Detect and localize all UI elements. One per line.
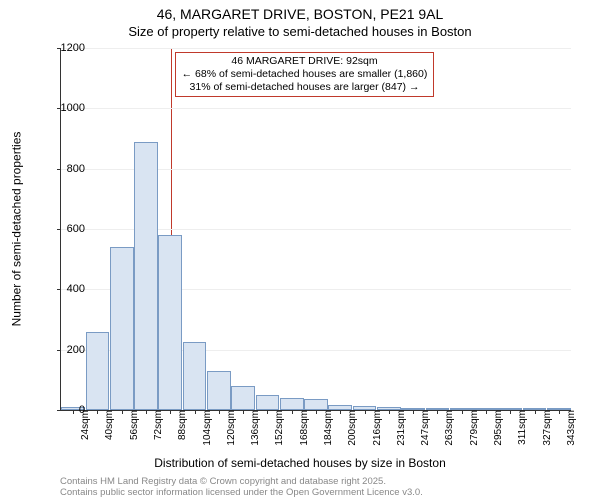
plot-area: 46 MARGARET DRIVE: 92sqm ← 68% of semi-d… xyxy=(60,48,571,411)
xtick-mark xyxy=(170,410,171,414)
xtick-label: 216sqm xyxy=(368,410,383,446)
histogram-bar xyxy=(86,332,110,410)
xtick-label: 311sqm xyxy=(513,410,528,445)
histogram-bar xyxy=(280,398,304,410)
footer-line2: Contains public sector information licen… xyxy=(60,487,423,498)
xtick-mark xyxy=(486,410,487,414)
gridline xyxy=(61,48,571,49)
footer-line1: Contains HM Land Registry data © Crown c… xyxy=(60,476,423,487)
footer-attribution: Contains HM Land Registry data © Crown c… xyxy=(60,476,423,499)
xtick-label: 88sqm xyxy=(173,410,188,440)
x-axis-label: Distribution of semi-detached houses by … xyxy=(0,456,600,470)
ytick-label: 1000 xyxy=(45,102,85,114)
annotation-line3: 31% of semi-detached houses are larger (… xyxy=(182,81,428,94)
xtick-mark xyxy=(292,410,293,414)
xtick-label: 247sqm xyxy=(416,410,431,446)
histogram-bar xyxy=(134,142,158,410)
xtick-mark xyxy=(243,410,244,414)
xtick-mark xyxy=(146,410,147,414)
xtick-label: 136sqm xyxy=(246,410,261,446)
y-axis-label: Number of semi-detached properties xyxy=(8,48,24,410)
chart-container: 46, MARGARET DRIVE, BOSTON, PE21 9AL Siz… xyxy=(0,0,600,500)
ytick-label: 1200 xyxy=(45,42,85,54)
xtick-mark xyxy=(413,410,414,414)
xtick-label: 200sqm xyxy=(343,410,358,446)
histogram-bar xyxy=(207,371,231,410)
ytick-label: 600 xyxy=(45,223,85,235)
histogram-bar xyxy=(231,386,255,410)
xtick-mark xyxy=(219,410,220,414)
xtick-mark xyxy=(462,410,463,414)
ytick-label: 800 xyxy=(45,163,85,175)
xtick-label: 56sqm xyxy=(125,410,140,440)
xtick-label: 104sqm xyxy=(198,410,213,446)
annotation-box: 46 MARGARET DRIVE: 92sqm ← 68% of semi-d… xyxy=(175,52,435,97)
chart-title-line2: Size of property relative to semi-detach… xyxy=(0,22,600,39)
ytick-label: 200 xyxy=(45,344,85,356)
histogram-bar xyxy=(158,235,182,410)
histogram-bar xyxy=(110,247,134,410)
xtick-mark xyxy=(97,410,98,414)
xtick-label: 40sqm xyxy=(100,410,115,440)
xtick-mark xyxy=(365,410,366,414)
xtick-mark xyxy=(267,410,268,414)
xtick-label: 72sqm xyxy=(149,410,164,440)
xtick-label: 327sqm xyxy=(538,410,553,446)
xtick-mark xyxy=(437,410,438,414)
xtick-mark xyxy=(195,410,196,414)
xtick-label: 120sqm xyxy=(222,410,237,446)
histogram-bar xyxy=(304,399,328,410)
xtick-mark xyxy=(389,410,390,414)
xtick-mark xyxy=(340,410,341,414)
histogram-bar xyxy=(183,342,207,410)
xtick-mark xyxy=(535,410,536,414)
chart-title-line1: 46, MARGARET DRIVE, BOSTON, PE21 9AL xyxy=(0,0,600,22)
histogram-bar xyxy=(256,395,280,410)
xtick-label: 184sqm xyxy=(319,410,334,446)
xtick-label: 279sqm xyxy=(465,410,480,446)
annotation-line2: ← 68% of semi-detached houses are smalle… xyxy=(182,68,428,81)
xtick-label: 263sqm xyxy=(440,410,455,446)
xtick-mark xyxy=(316,410,317,414)
xtick-mark xyxy=(510,410,511,414)
xtick-label: 231sqm xyxy=(392,410,407,446)
gridline xyxy=(61,108,571,109)
annotation-line1: 46 MARGARET DRIVE: 92sqm xyxy=(182,55,428,68)
ytick-label: 0 xyxy=(45,404,85,416)
xtick-mark xyxy=(122,410,123,414)
xtick-label: 152sqm xyxy=(270,410,285,446)
xtick-label: 168sqm xyxy=(295,410,310,446)
xtick-label: 295sqm xyxy=(489,410,504,446)
xtick-label: 343sqm xyxy=(562,410,577,446)
ytick-label: 400 xyxy=(45,283,85,295)
xtick-mark xyxy=(559,410,560,414)
